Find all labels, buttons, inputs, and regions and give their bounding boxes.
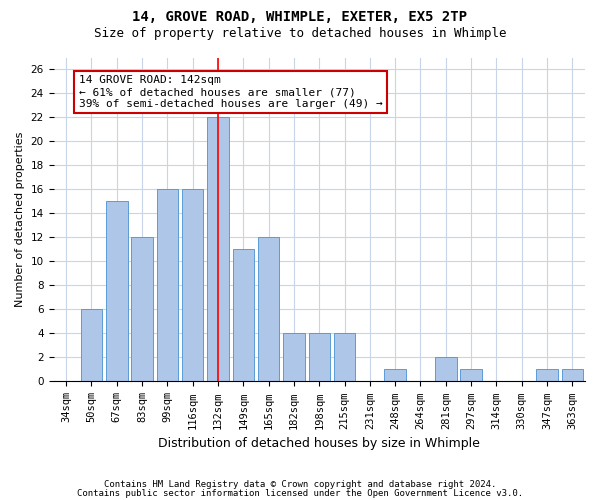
Bar <box>106 202 128 382</box>
Bar <box>283 334 305 382</box>
Text: Size of property relative to detached houses in Whimple: Size of property relative to detached ho… <box>94 28 506 40</box>
Bar <box>562 370 583 382</box>
Bar <box>233 250 254 382</box>
Text: 14 GROVE ROAD: 142sqm
← 61% of detached houses are smaller (77)
39% of semi-deta: 14 GROVE ROAD: 142sqm ← 61% of detached … <box>79 76 383 108</box>
Bar <box>258 238 280 382</box>
Bar <box>157 190 178 382</box>
Bar <box>435 358 457 382</box>
Text: Contains HM Land Registry data © Crown copyright and database right 2024.: Contains HM Land Registry data © Crown c… <box>104 480 496 489</box>
Text: 14, GROVE ROAD, WHIMPLE, EXETER, EX5 2TP: 14, GROVE ROAD, WHIMPLE, EXETER, EX5 2TP <box>133 10 467 24</box>
Bar <box>536 370 558 382</box>
X-axis label: Distribution of detached houses by size in Whimple: Distribution of detached houses by size … <box>158 437 480 450</box>
Bar <box>460 370 482 382</box>
Bar <box>308 334 330 382</box>
Bar <box>81 310 102 382</box>
Bar <box>182 190 203 382</box>
Bar <box>207 118 229 382</box>
Bar <box>385 370 406 382</box>
Bar <box>131 238 153 382</box>
Text: Contains public sector information licensed under the Open Government Licence v3: Contains public sector information licen… <box>77 490 523 498</box>
Bar <box>334 334 355 382</box>
Y-axis label: Number of detached properties: Number of detached properties <box>15 132 25 307</box>
